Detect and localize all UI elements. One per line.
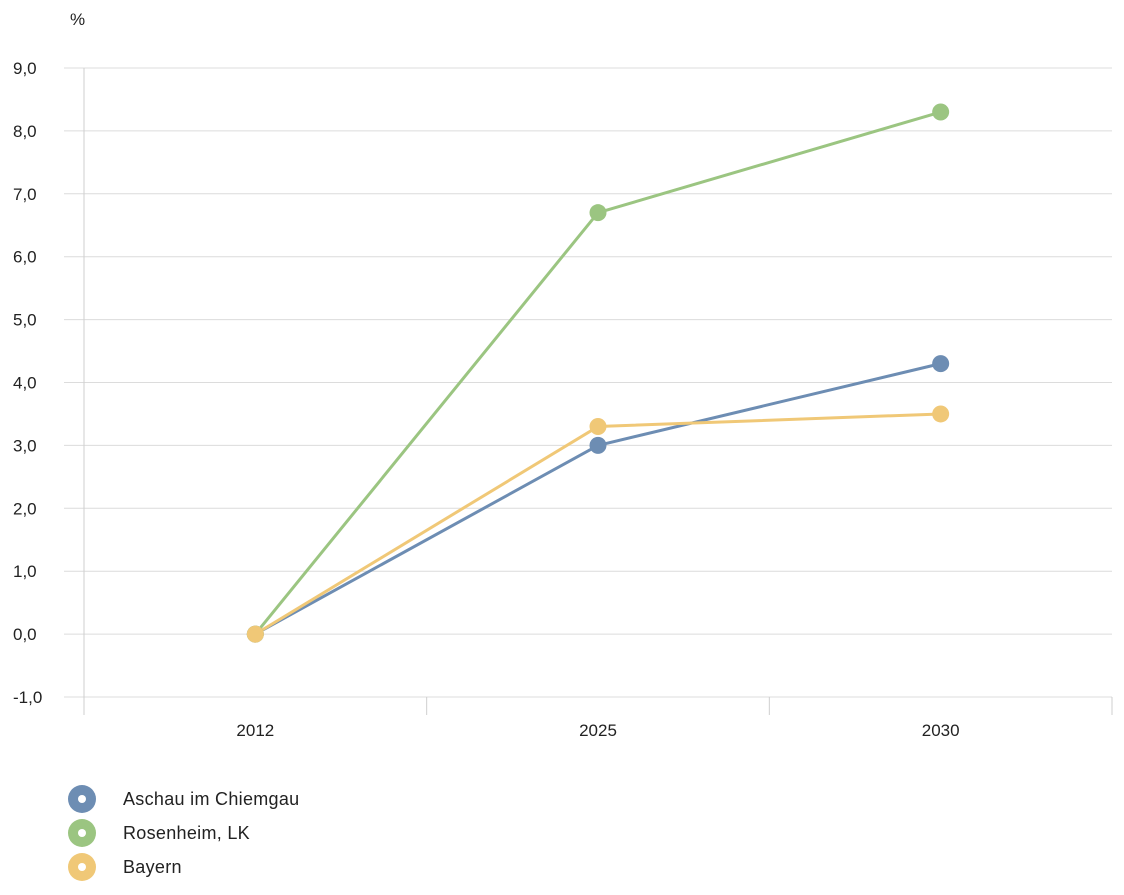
line-chart: % -1,0 0,0 1,0 2,0 3,0 4,0 5,0 6,0 7,0 8,0 9,0 201… (13, 10, 1113, 740)
x-tick-label: 2030 (922, 721, 960, 740)
data-point[interactable] (246, 625, 264, 643)
gridlines (64, 67, 1112, 698)
y-tick-label: 7,0 (13, 185, 37, 204)
series-points (246, 103, 950, 643)
y-tick-label: 3,0 (13, 436, 37, 455)
legend: Aschau im Chiemgau Rosenheim, LK Bayern (68, 782, 299, 884)
legend-marker-icon (68, 853, 96, 881)
axes (83, 68, 1113, 715)
data-point[interactable] (932, 355, 950, 373)
y-tick-label: 6,0 (13, 248, 37, 267)
data-point[interactable] (589, 204, 607, 222)
data-point[interactable] (589, 436, 607, 454)
data-point[interactable] (932, 103, 950, 121)
series-line-0 (253, 362, 943, 636)
y-tick-label: 9,0 (13, 59, 37, 78)
legend-label: Bayern (123, 856, 182, 877)
y-tick-label: 8,0 (13, 122, 37, 141)
y-tick-label: 5,0 (13, 311, 37, 330)
y-tick-label: 0,0 (13, 625, 37, 644)
y-tick-label: -1,0 (13, 688, 42, 707)
series-line-1 (253, 110, 943, 636)
legend-item-0[interactable]: Aschau im Chiemgau (68, 782, 299, 816)
legend-item-2[interactable]: Bayern (68, 850, 299, 884)
x-tick-label: 2012 (236, 721, 274, 740)
y-axis-unit-label: % (70, 10, 85, 29)
legend-marker-icon (68, 819, 96, 847)
y-tick-label: 4,0 (13, 374, 37, 393)
legend-marker-icon (68, 785, 96, 813)
legend-label: Aschau im Chiemgau (123, 788, 300, 809)
x-tick-label: 2025 (579, 721, 617, 740)
series-lines (253, 110, 943, 636)
y-tick-label: 1,0 (13, 562, 37, 581)
legend-item-1[interactable]: Rosenheim, LK (68, 816, 299, 850)
y-tick-labels: -1,0 0,0 1,0 2,0 3,0 4,0 5,0 6,0 7,0 8,0 9,0 (13, 59, 42, 707)
y-tick-label: 2,0 (13, 499, 37, 518)
data-point[interactable] (932, 405, 950, 423)
data-point[interactable] (589, 418, 607, 436)
x-tick-labels: 2012 2025 2030 (236, 721, 959, 740)
legend-label: Rosenheim, LK (123, 822, 250, 843)
